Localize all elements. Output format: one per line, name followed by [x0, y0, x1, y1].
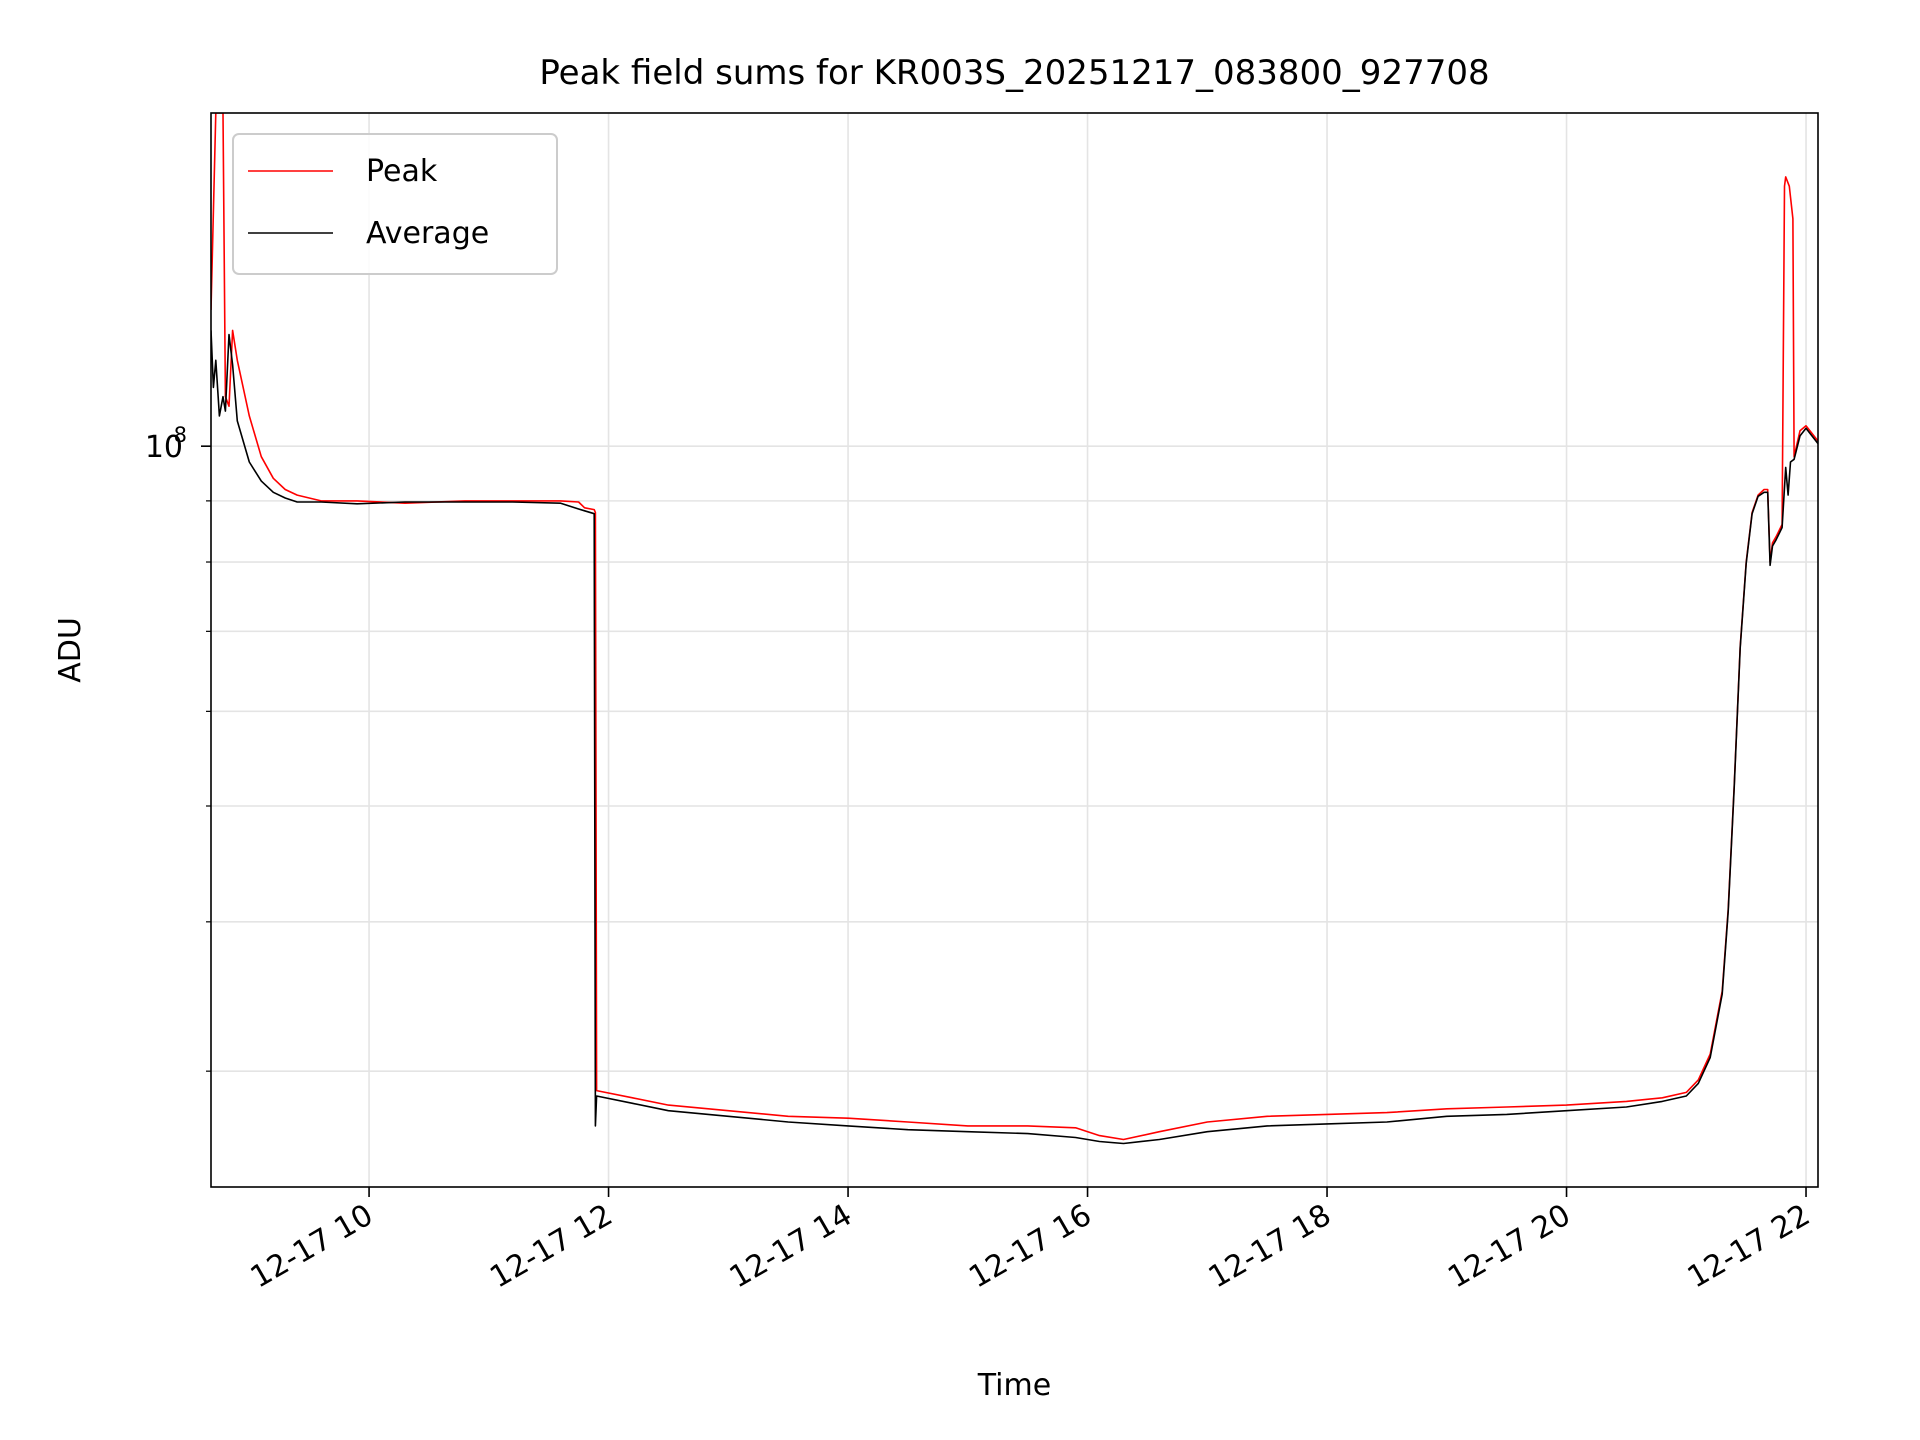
y-axis-label: ADU [53, 617, 88, 683]
grid [211, 113, 1818, 1187]
legend-label-peak: Peak [366, 154, 438, 189]
y-tick-exponent: 8 [174, 423, 187, 447]
plot-area [211, 113, 1818, 1187]
plot-frame [210, 112, 1819, 1188]
x-axis-label: Time [977, 1368, 1051, 1403]
legend: Peak Average [232, 133, 558, 275]
series-layer [211, 113, 1818, 1145]
chart-title: Peak field sums for KR003S_20251217_0838… [539, 53, 1489, 93]
legend-box [232, 133, 558, 275]
series-line-average [211, 330, 1818, 1145]
legend-label-average: Average [366, 216, 489, 251]
y-tick-label: 10 [145, 430, 183, 465]
